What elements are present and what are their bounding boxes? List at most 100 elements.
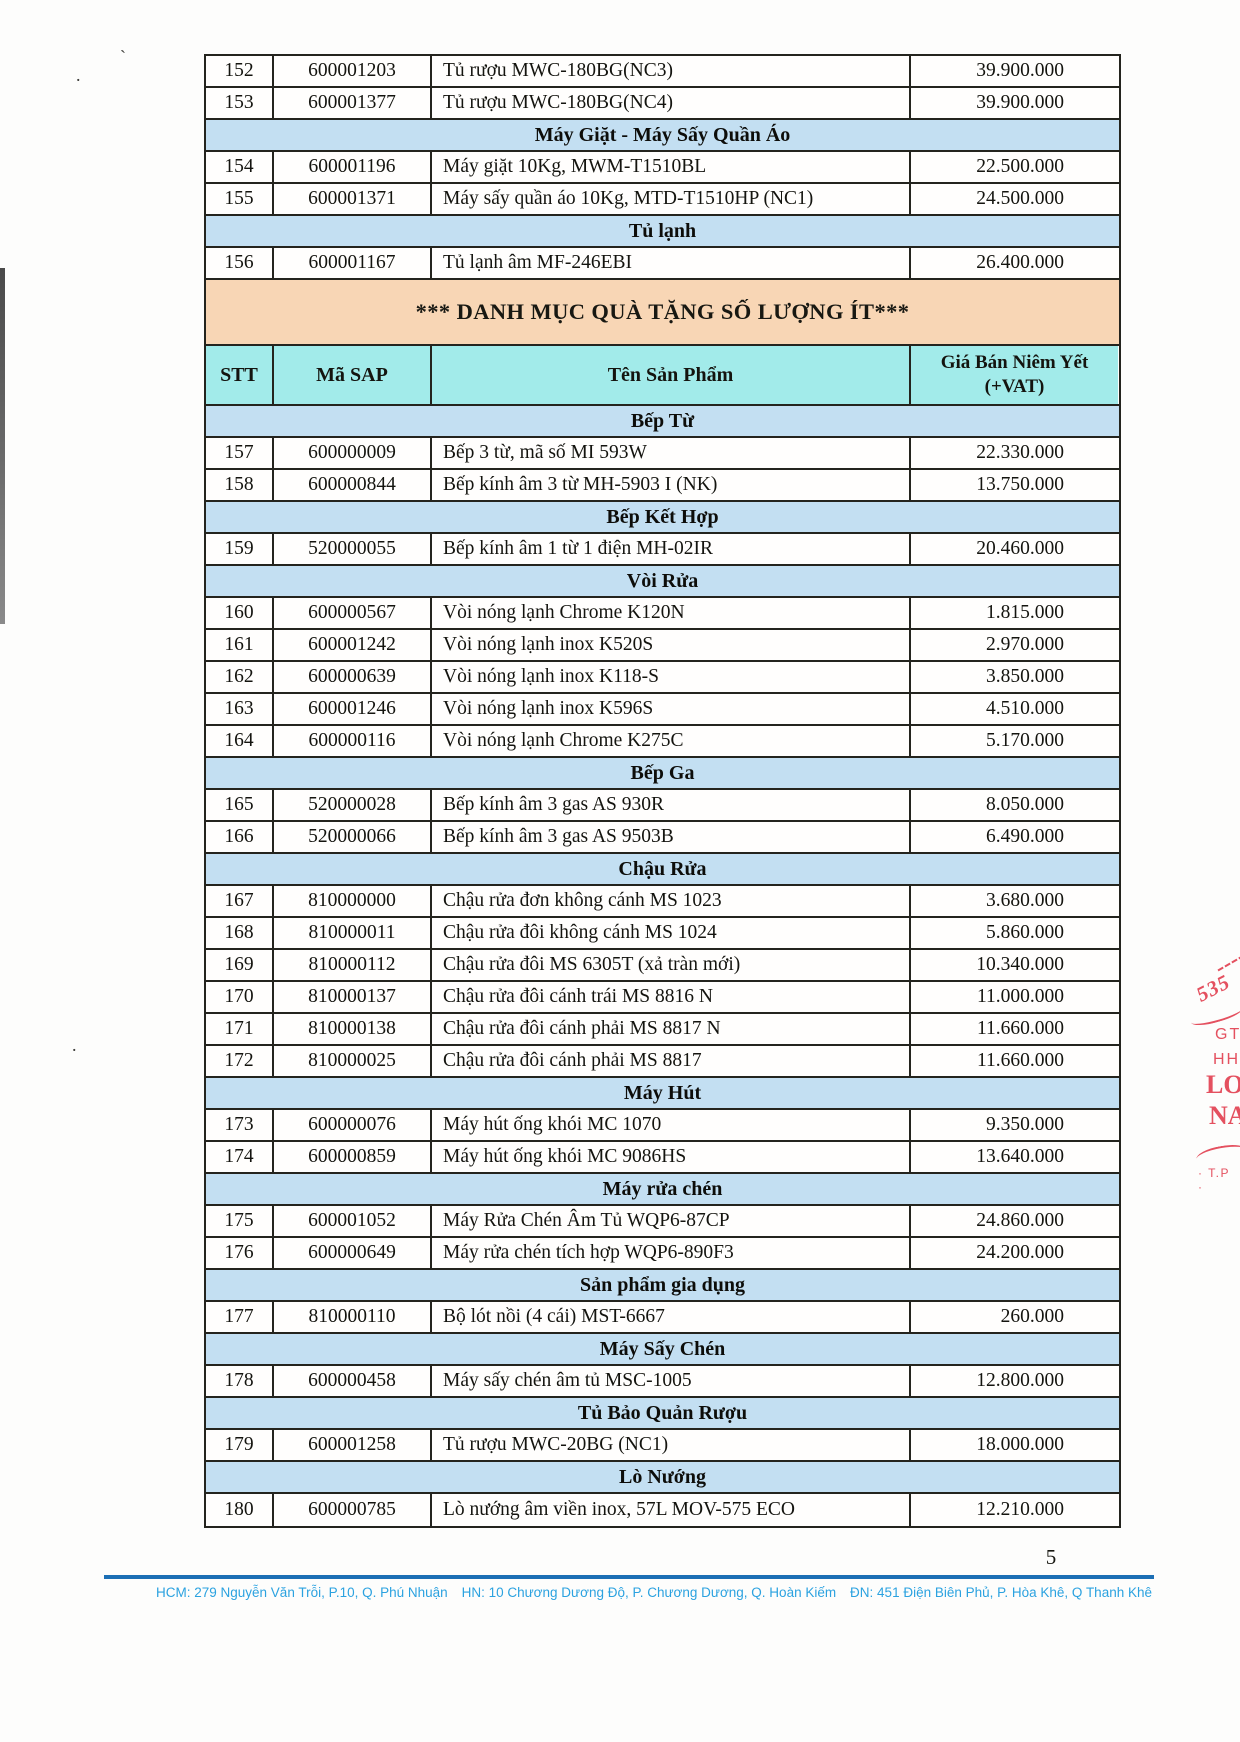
cell-price: 260.000 bbox=[911, 1302, 1118, 1332]
stamp-arc-line bbox=[1189, 1000, 1240, 1030]
scan-speck: ` bbox=[120, 47, 126, 67]
table-row: 160 600000567 Vòi nóng lạnh Chrome K120N 1.… bbox=[206, 598, 1119, 630]
cell-price: 24.200.000 bbox=[911, 1238, 1118, 1268]
cell-price: 39.900.000 bbox=[911, 88, 1118, 118]
cell-sap: 810000110 bbox=[274, 1302, 432, 1332]
section-header-row: Máy Giặt - Máy Sấy Quần Áo bbox=[206, 120, 1119, 152]
cell-name: Máy hút ống khói MC 1070 bbox=[432, 1110, 911, 1140]
table-row: 158 600000844 Bếp kính âm 3 từ MH-5903 I (… bbox=[206, 470, 1119, 502]
cell-price: 11.000.000 bbox=[911, 982, 1118, 1012]
cell-price: 1.815.000 bbox=[911, 598, 1118, 628]
table-row: 171 810000138 Chậu rửa đôi cánh phải MS 88… bbox=[206, 1014, 1119, 1046]
cell-sap: 600000785 bbox=[274, 1494, 432, 1526]
cell-sap: 600000844 bbox=[274, 470, 432, 500]
cell-name: Máy hút ống khói MC 9086HS bbox=[432, 1142, 911, 1172]
cell-name: Bộ lót nồi (4 cái) MST-6667 bbox=[432, 1302, 911, 1332]
cell-price: 18.000.000 bbox=[911, 1430, 1118, 1460]
table-row: 170 810000137 Chậu rửa đôi cánh trái MS 88… bbox=[206, 982, 1119, 1014]
cell-price: 4.510.000 bbox=[911, 694, 1118, 724]
table-row: 152 600001203 Tủ rượu MWC-180BG(NC3) 39.900… bbox=[206, 56, 1119, 88]
cell-price: 2.970.000 bbox=[911, 630, 1118, 660]
cell-stt: 174 bbox=[206, 1142, 274, 1172]
scan-speck: . bbox=[72, 1035, 77, 1055]
cell-stt: 172 bbox=[206, 1046, 274, 1076]
cell-price: 13.750.000 bbox=[911, 470, 1118, 500]
section-header-row: Sản phẩm gia dụng bbox=[206, 1270, 1119, 1302]
table-row: 154 600001196 Máy giặt 10Kg, MWM-T1510BL 22… bbox=[206, 152, 1119, 184]
cell-sap: 810000112 bbox=[274, 950, 432, 980]
footer-rule bbox=[104, 1575, 1154, 1579]
cell-stt: 158 bbox=[206, 470, 274, 500]
cell-price: 9.350.000 bbox=[911, 1110, 1118, 1140]
cell-sap: 600000567 bbox=[274, 598, 432, 628]
cell-stt: 177 bbox=[206, 1302, 274, 1332]
cell-stt: 173 bbox=[206, 1110, 274, 1140]
cell-name: Bếp kính âm 3 từ MH-5903 I (NK) bbox=[432, 470, 911, 500]
gift-list-banner: *** DANH MỤC QUÀ TẶNG SỐ LƯỢNG ÍT*** bbox=[206, 280, 1119, 346]
cell-price: 12.800.000 bbox=[911, 1366, 1118, 1396]
stamp-text-lo: LO bbox=[1206, 1070, 1240, 1099]
stamp-dash-line bbox=[1217, 954, 1240, 972]
cell-name: Tủ rượu MWC-20BG (NC1) bbox=[432, 1430, 911, 1460]
table-row: 167 810000000 Chậu rửa đơn không cánh MS 1… bbox=[206, 886, 1119, 918]
cell-stt: 160 bbox=[206, 598, 274, 628]
cell-name: Bếp kính âm 3 gas AS 9503B bbox=[432, 822, 911, 852]
table-row: 159 520000055 Bếp kính âm 1 từ 1 điện MH-0… bbox=[206, 534, 1119, 566]
cell-name: Tủ lạnh âm MF-246EBI bbox=[432, 248, 911, 278]
footer-address-hcm: HCM: 279 Nguyễn Văn Trỗi, P.10, Q. Phú N… bbox=[156, 1585, 448, 1600]
cell-price: 26.400.000 bbox=[911, 248, 1118, 278]
section-header-row: Vòi Rửa bbox=[206, 566, 1119, 598]
cell-price: 22.330.000 bbox=[911, 438, 1118, 468]
cell-sap: 600000116 bbox=[274, 726, 432, 756]
cell-sap: 600000639 bbox=[274, 662, 432, 692]
cell-stt: 162 bbox=[206, 662, 274, 692]
cell-price: 6.490.000 bbox=[911, 822, 1118, 852]
cell-stt: 164 bbox=[206, 726, 274, 756]
cell-price: 8.050.000 bbox=[911, 790, 1118, 820]
page-number: 5 bbox=[1045, 1545, 1057, 1569]
cell-price: 5.170.000 bbox=[911, 726, 1118, 756]
cell-name: Máy sấy quần áo 10Kg, MTD-T1510HP (NC1) bbox=[432, 184, 911, 214]
cell-sap: 600001167 bbox=[274, 248, 432, 278]
footer-address-dn: ĐN: 451 Điện Biên Phủ, P. Hòa Khê, Q Tha… bbox=[850, 1585, 1152, 1600]
cell-name: Chậu rửa đôi cánh trái MS 8816 N bbox=[432, 982, 911, 1012]
stamp-text-tp: T.P bbox=[1198, 1166, 1240, 1194]
section-header-row: Bếp Kết Hợp bbox=[206, 502, 1119, 534]
cell-sap: 810000011 bbox=[274, 918, 432, 948]
scan-edge-bar bbox=[0, 268, 5, 624]
cell-name: Lò nướng âm viền inox, 57L MOV-575 ECO bbox=[432, 1494, 911, 1526]
table-row: 168 810000011 Chậu rửa đôi không cánh MS 1… bbox=[206, 918, 1119, 950]
table-row: 178 600000458 Máy sấy chén âm tủ MSC-1005 1… bbox=[206, 1366, 1119, 1398]
table-row: 174 600000859 Máy hút ống khói MC 9086HS 13… bbox=[206, 1142, 1119, 1174]
cell-sap: 600001203 bbox=[274, 56, 432, 86]
cell-name: Vòi nóng lạnh inox K520S bbox=[432, 630, 911, 660]
cell-stt: 175 bbox=[206, 1206, 274, 1236]
cell-sap: 600000076 bbox=[274, 1110, 432, 1140]
price-table: 152 600001203 Tủ rượu MWC-180BG(NC3) 39.900… bbox=[204, 54, 1121, 1528]
cell-sap: 600001371 bbox=[274, 184, 432, 214]
cell-sap: 600000458 bbox=[274, 1366, 432, 1396]
table-row: 165 520000028 Bếp kính âm 3 gas AS 930R 8.0… bbox=[206, 790, 1119, 822]
cell-sap: 600001246 bbox=[274, 694, 432, 724]
stamp-arc-line bbox=[1194, 1141, 1240, 1169]
cell-price: 11.660.000 bbox=[911, 1046, 1118, 1076]
cell-sap: 600001377 bbox=[274, 88, 432, 118]
table-row: 172 810000025 Chậu rửa đôi cánh phải MS 88… bbox=[206, 1046, 1119, 1078]
table-row: 175 600001052 Máy Rửa Chén Âm Tủ WQP6-87CP… bbox=[206, 1206, 1119, 1238]
table-row: 153 600001377 Tủ rượu MWC-180BG(NC4) 39.900… bbox=[206, 88, 1119, 120]
cell-stt: 178 bbox=[206, 1366, 274, 1396]
cell-name: Bếp kính âm 3 gas AS 930R bbox=[432, 790, 911, 820]
section-header-row: Bếp Từ bbox=[206, 406, 1119, 438]
cell-sap: 810000025 bbox=[274, 1046, 432, 1076]
column-header-name: Tên Sản Phẩm bbox=[432, 346, 911, 404]
cell-sap: 600001196 bbox=[274, 152, 432, 182]
cell-price: 24.860.000 bbox=[911, 1206, 1118, 1236]
cell-sap: 600001242 bbox=[274, 630, 432, 660]
cell-name: Tủ rượu MWC-180BG(NC3) bbox=[432, 56, 911, 86]
stamp-text-na: NA bbox=[1209, 1101, 1240, 1130]
cell-stt: 155 bbox=[206, 184, 274, 214]
cell-stt: 154 bbox=[206, 152, 274, 182]
section-header-row: Bếp Ga bbox=[206, 758, 1119, 790]
cell-sap: 600000649 bbox=[274, 1238, 432, 1268]
